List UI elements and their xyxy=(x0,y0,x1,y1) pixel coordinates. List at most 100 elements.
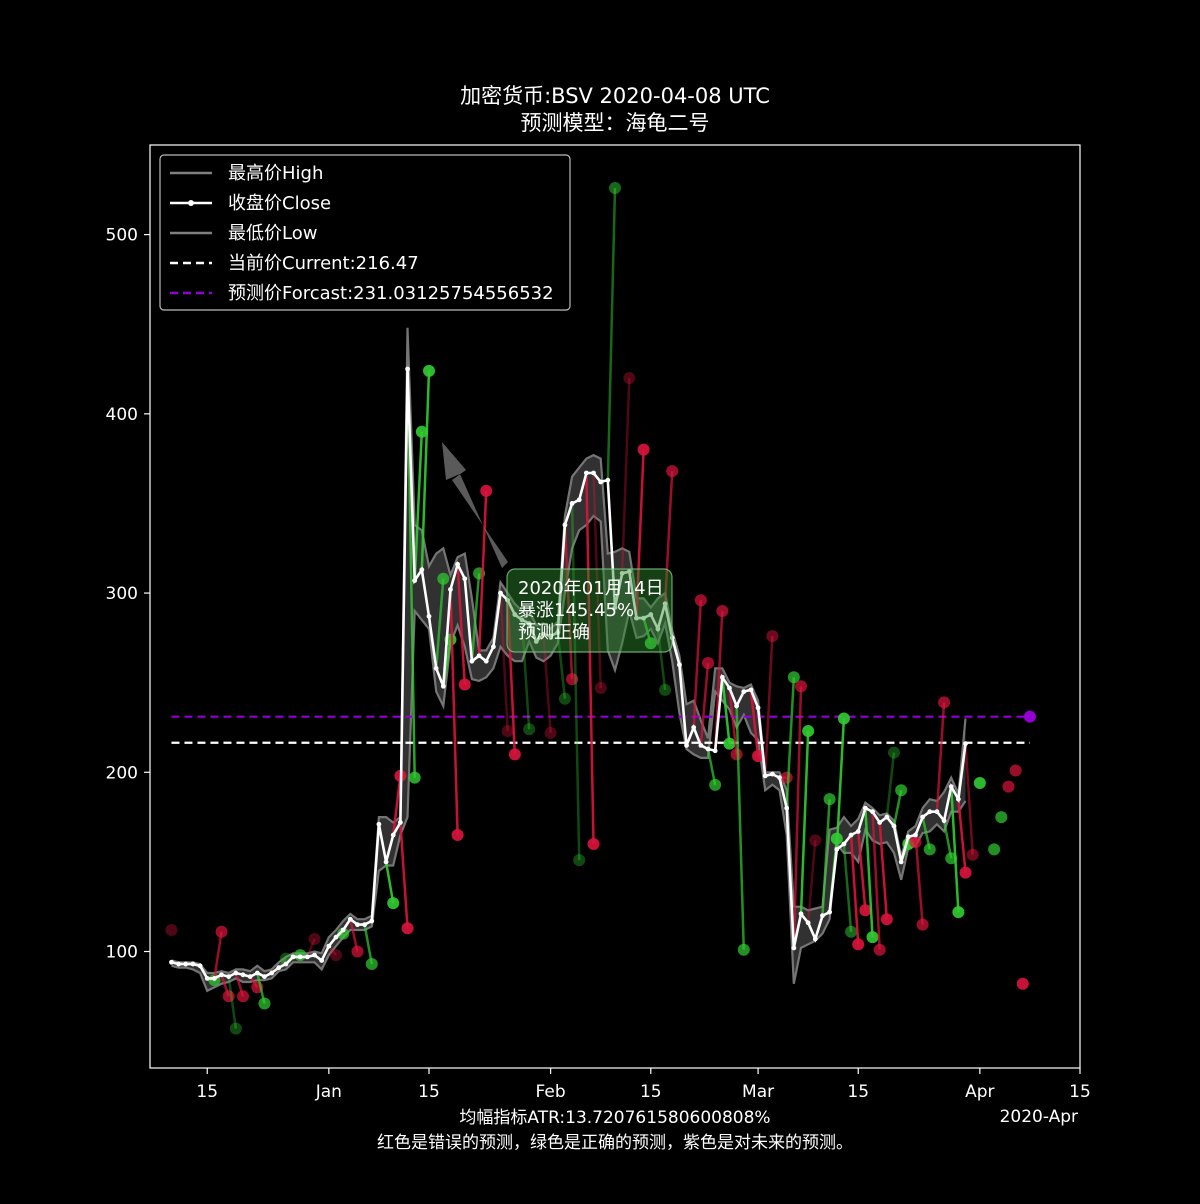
close-price-point xyxy=(233,970,239,976)
close-price-point xyxy=(891,823,897,829)
prediction-connector xyxy=(563,524,574,680)
close-price-point xyxy=(183,961,189,967)
prediction-marker xyxy=(1016,977,1029,990)
close-price-point xyxy=(727,685,732,691)
close-price-point xyxy=(319,958,325,963)
prediction-marker xyxy=(737,943,750,956)
close-price-point xyxy=(204,975,210,981)
close-price-point xyxy=(691,725,697,730)
prediction-connector xyxy=(849,834,860,945)
prediction-marker xyxy=(408,771,421,784)
prediction-marker xyxy=(1002,780,1015,793)
prediction-connector xyxy=(842,843,853,932)
close-price-point xyxy=(490,644,496,650)
annotation-text: 预测正确 xyxy=(518,622,590,643)
prediction-connector xyxy=(456,564,467,685)
prediction-marker xyxy=(837,712,850,725)
close-price-point xyxy=(169,959,174,965)
prediction-connector xyxy=(749,689,760,757)
prediction-connector xyxy=(663,471,674,604)
prediction-marker xyxy=(752,750,765,763)
prediction-connector xyxy=(477,490,488,656)
close-price-point xyxy=(405,366,410,372)
prediction-marker xyxy=(880,913,893,926)
prediction-marker xyxy=(330,949,342,962)
close-price-point xyxy=(920,814,926,820)
prediction-connector xyxy=(413,431,424,581)
prediction-marker xyxy=(508,748,521,761)
close-price-point xyxy=(762,773,768,779)
prediction-marker xyxy=(809,834,822,847)
y-tick-label: 300 xyxy=(106,584,138,604)
prediction-marker xyxy=(866,931,879,944)
close-price-point xyxy=(455,561,461,567)
prediction-connector xyxy=(570,503,581,861)
close-price-point xyxy=(719,674,725,680)
prediction-marker xyxy=(988,843,1001,856)
prediction-connector xyxy=(792,686,803,948)
prediction-connector xyxy=(399,822,409,929)
close-price-line xyxy=(171,368,967,980)
close-price-point xyxy=(526,621,532,626)
x-tick-label: Apr xyxy=(965,1082,994,1102)
close-price-point xyxy=(269,970,275,976)
prediction-marker xyxy=(566,673,579,686)
prediction-marker xyxy=(659,683,672,696)
prediction-marker xyxy=(730,748,743,761)
legend-explanation-footer: 红色是错误的预测，绿色是正确的预测，紫色是对未来的预测。 xyxy=(377,1133,853,1153)
close-price-point xyxy=(748,687,754,693)
close-price-point xyxy=(433,665,439,671)
close-price-point xyxy=(963,741,968,747)
prediction-marker xyxy=(888,746,900,759)
close-price-point xyxy=(211,975,217,981)
close-price-point xyxy=(870,809,875,815)
close-price-point xyxy=(848,832,854,838)
close-price-point xyxy=(326,943,332,949)
close-price-point xyxy=(791,945,797,951)
close-price-point xyxy=(347,916,353,922)
prediction-marker xyxy=(787,671,800,684)
plot-frame xyxy=(149,144,1081,1069)
prediction-marker xyxy=(423,364,435,377)
close-price-point xyxy=(698,742,704,748)
prediction-marker xyxy=(966,848,979,861)
close-price-point xyxy=(440,683,446,689)
close-price-point xyxy=(777,775,782,781)
prediction-marker xyxy=(938,696,951,709)
prediction-marker xyxy=(923,843,936,856)
prediction-connector xyxy=(227,976,238,1029)
y-tick-label: 200 xyxy=(106,763,138,783)
close-price-point xyxy=(655,626,661,632)
prediction-marker xyxy=(916,918,929,931)
close-price-point xyxy=(755,705,761,711)
prediction-connector xyxy=(213,931,223,979)
prediction-marker xyxy=(258,997,271,1010)
chart-subtitle: 预测模型：海龟二号 xyxy=(521,111,710,135)
prediction-connector xyxy=(799,731,810,914)
legend-label: 收盘价Close xyxy=(228,193,331,214)
close-price-point xyxy=(448,587,453,592)
prediction-connector xyxy=(806,840,817,923)
close-price-point xyxy=(412,578,418,583)
prediction-connector xyxy=(871,811,881,950)
legend: 最高价High 收盘价Close 最低价Low 当前价Current:216.47 预测… xyxy=(159,154,571,311)
x-tick-label: Mar xyxy=(742,1082,774,1102)
prediction-connector xyxy=(556,632,567,699)
prediction-connector xyxy=(942,820,953,859)
close-price-point xyxy=(905,834,911,840)
prediction-connector xyxy=(506,600,517,755)
prediction-marker xyxy=(637,443,650,456)
close-price-point xyxy=(812,936,818,942)
close-price-point xyxy=(805,920,811,926)
close-price-point xyxy=(548,633,554,639)
close-price-point xyxy=(741,689,747,695)
prediction-connector xyxy=(785,677,796,809)
legend-label: 预测价Forcast:231.03125754556532 xyxy=(228,283,554,304)
close-price-point xyxy=(769,771,775,777)
prediction-connector xyxy=(542,634,552,733)
prediction-connector xyxy=(520,619,531,730)
close-price-point xyxy=(304,954,310,960)
legend-label: 当前价Current:216.47 xyxy=(228,253,419,274)
